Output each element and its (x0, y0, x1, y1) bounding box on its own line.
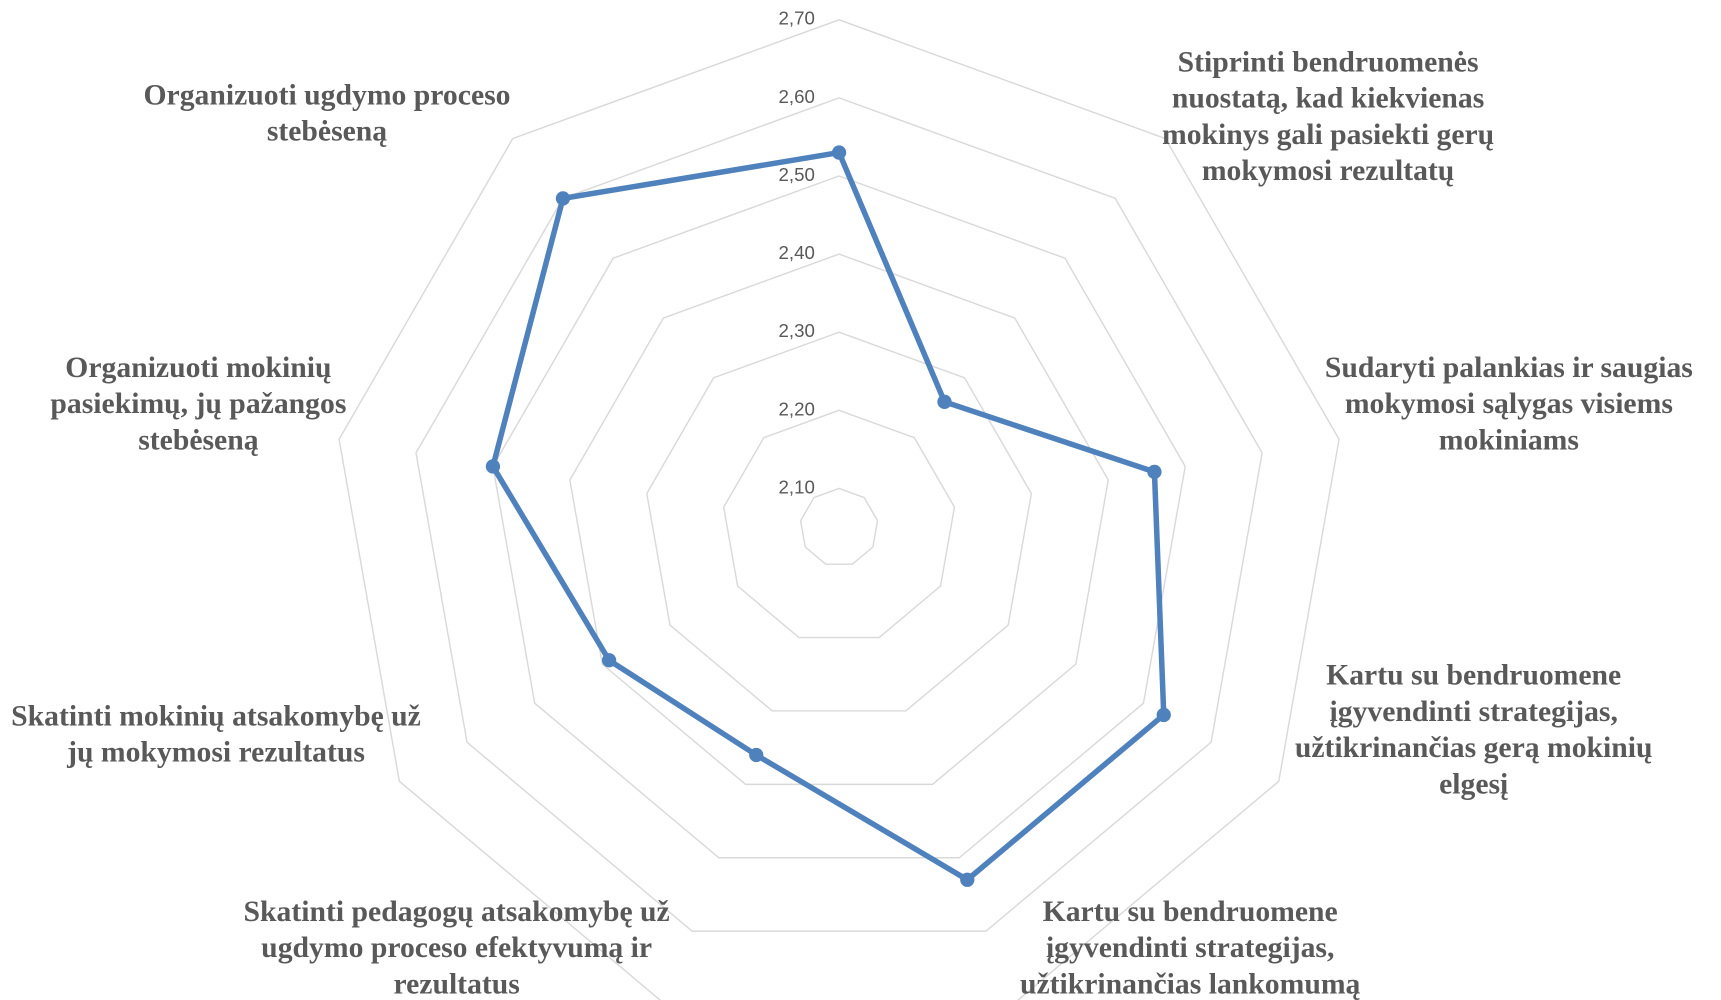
category-label-box: Organizuoti mokinių pasiekimų, jų pažang… (50, 350, 347, 457)
y-tick-label: 2,60 (779, 86, 815, 107)
y-tick-label: 2,50 (779, 164, 815, 185)
category-label: Skatinti pedagogų atsakomybę už ugdymo p… (243, 894, 670, 1000)
y-tick-label: 2,40 (779, 242, 815, 263)
y-tick-label: 2,70 (779, 8, 815, 29)
category-label: Stiprinti bendruomenės nuostatą, kad kie… (1161, 45, 1495, 187)
data-point (1147, 464, 1162, 480)
category-label-box: Skatinti mokinių atsakomybę už jų mokymo… (11, 698, 421, 769)
data-point (1156, 707, 1171, 723)
category-label-box: Sudaryti palankias ir saugias mokymosi s… (1324, 350, 1693, 457)
category-label-box: Stiprinti bendruomenės nuostatą, kad kie… (1161, 45, 1495, 187)
category-label: Sudaryti palankias ir saugias mokymosi s… (1324, 350, 1693, 457)
grid-ring (492, 175, 1186, 859)
category-label-box: Organizuoti ugdymo proceso stebėseną (143, 78, 511, 148)
data-point (749, 747, 764, 763)
grid-ring (415, 97, 1263, 932)
category-label-box: Kartu su bendruomene įgyvendinti strateg… (1019, 894, 1361, 1000)
series-line (490, 149, 1167, 883)
category-label: Organizuoti mokinių pasiekimų, jų pažang… (50, 350, 347, 457)
data-point (555, 191, 571, 206)
y-tick-label: 2,20 (779, 398, 815, 419)
category-label-box: Skatinti pedagogų atsakomybę už ugdymo p… (243, 894, 670, 1000)
grid-ring (569, 253, 1110, 786)
category-label-box: Kartu su bendruomene įgyvendinti strateg… (1294, 658, 1653, 800)
grid-ring (338, 19, 1340, 1000)
y-tick-label: 2,30 (779, 320, 815, 341)
category-label: Kartu su bendruomene įgyvendinti strateg… (1294, 658, 1653, 800)
data-point (485, 459, 501, 474)
grid-ring (722, 409, 956, 639)
category-label: Kartu su bendruomene įgyvendinti strateg… (1019, 894, 1361, 1000)
data-point (960, 872, 975, 887)
grid-ring (799, 487, 879, 565)
category-label: Skatinti mokinių atsakomybę už jų mokymo… (11, 698, 421, 769)
data-point (831, 145, 847, 160)
category-label: Organizuoti ugdymo proceso stebėseną (143, 78, 511, 148)
data-point (937, 394, 952, 409)
grid-ring (646, 331, 1033, 712)
y-tick-label: 2,10 (779, 476, 815, 497)
data-point (601, 653, 617, 668)
